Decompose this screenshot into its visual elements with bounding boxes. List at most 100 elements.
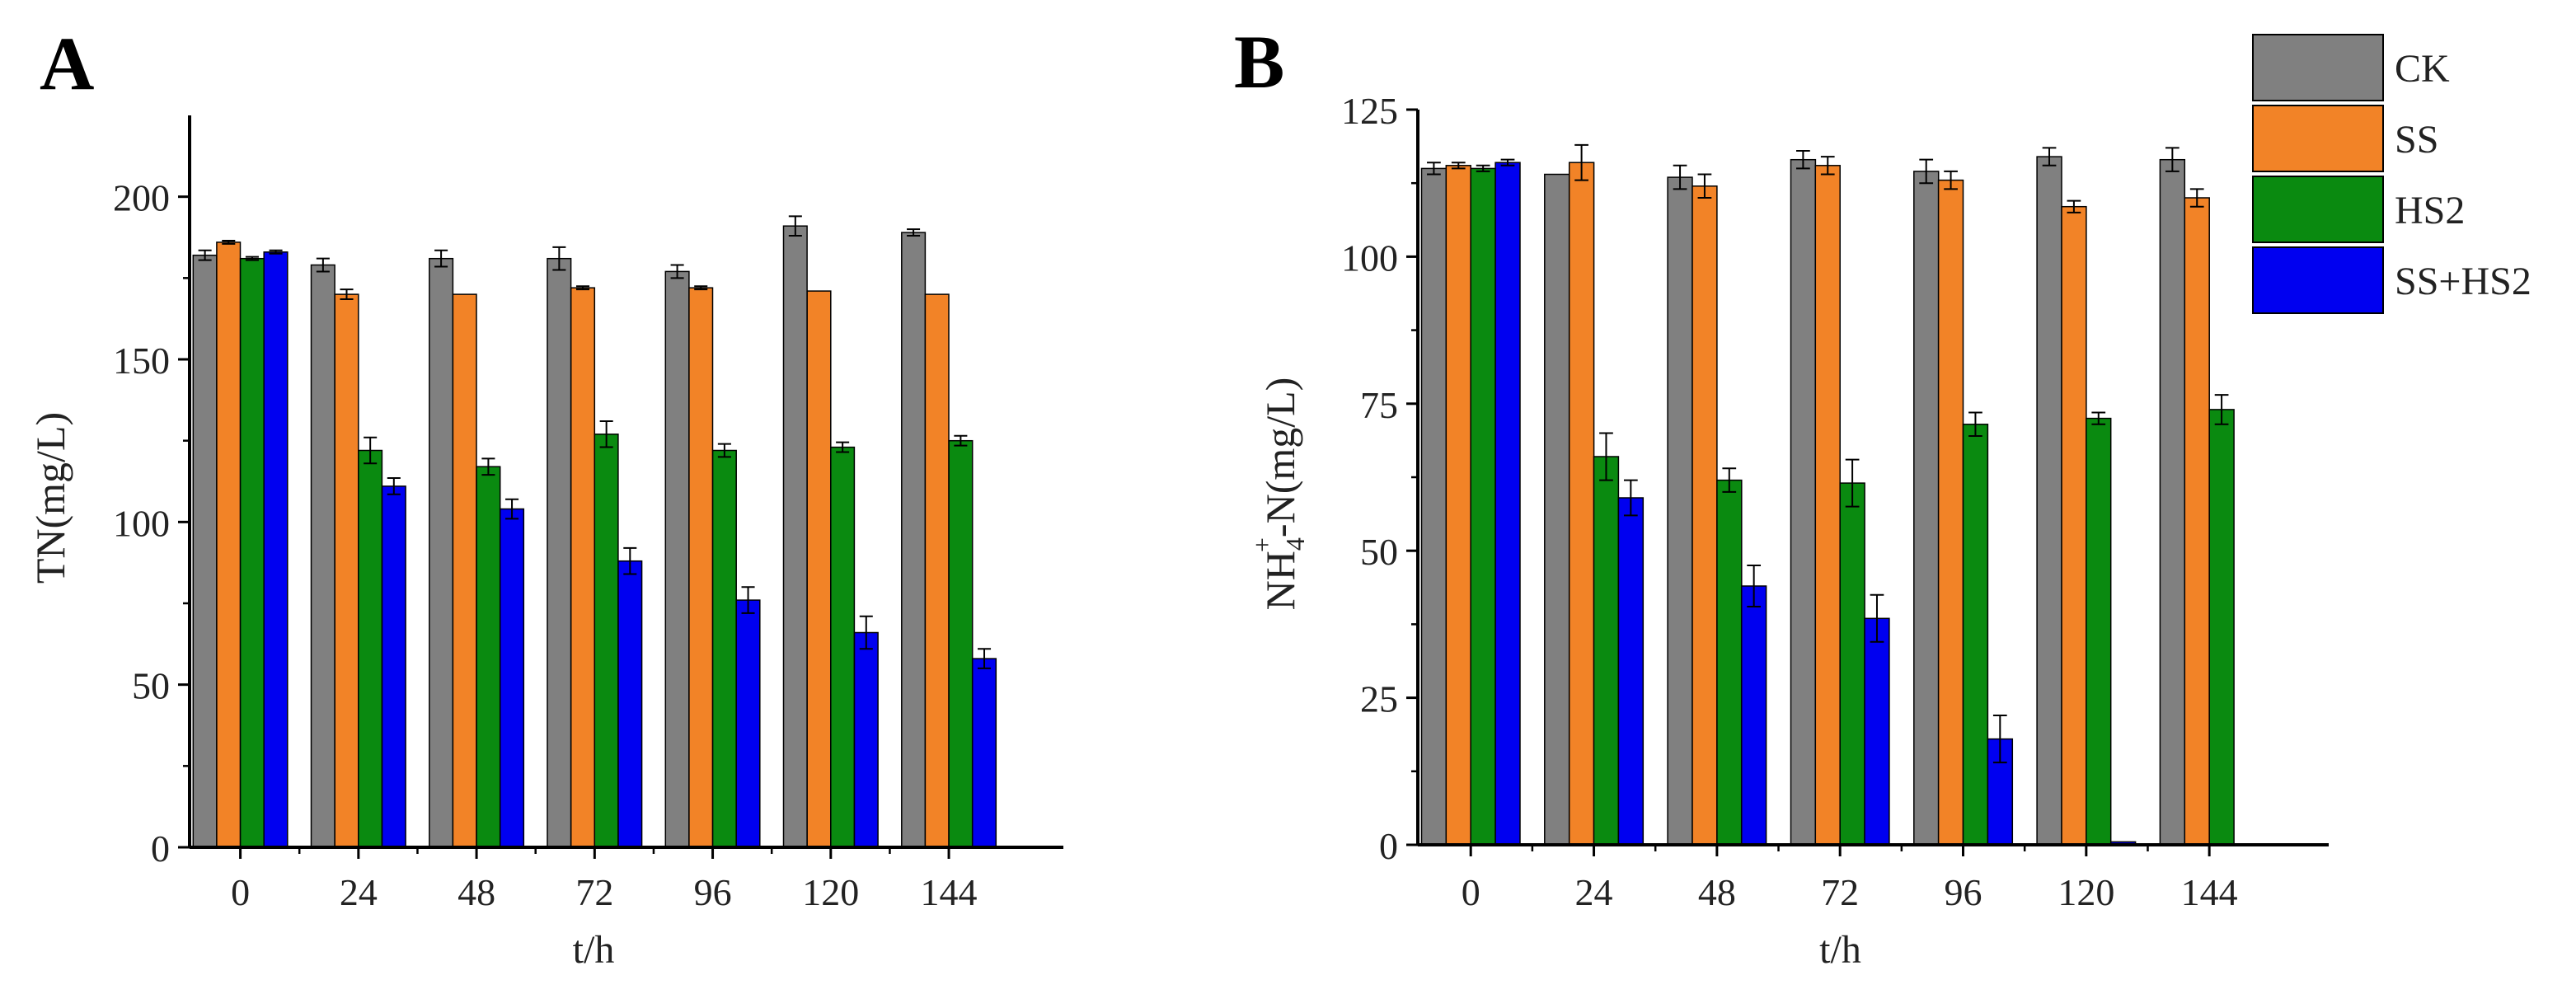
y-tick-label-125: 125	[1341, 90, 1398, 132]
x-tick-label-120: 120	[802, 871, 859, 913]
bar-ck-120	[782, 225, 808, 848]
x-axis-title: t/h	[573, 928, 615, 972]
bar-hs2-144	[948, 439, 974, 848]
bar-hs2-24	[1593, 456, 1620, 846]
bar-ss-hs2-24	[1617, 497, 1645, 846]
x-tick-label-24: 24	[1575, 871, 1613, 913]
bar-ss-96	[688, 287, 714, 848]
bar-ck-72	[1790, 158, 1817, 846]
bar-hs2-120	[2086, 417, 2112, 846]
error-bar-ck-144	[2165, 147, 2180, 172]
bar-hs2-96	[711, 449, 737, 848]
bar-ss-hs2-120	[853, 631, 879, 848]
bar-ss-144	[2184, 197, 2210, 846]
y-tick-label-50: 50	[1360, 531, 1398, 573]
legend: CK SS HS2 SS+HS2	[2252, 34, 2531, 314]
bar-ss-144	[924, 293, 950, 848]
y-tick-label-0: 0	[1379, 825, 1398, 867]
error-bar-hs2-24	[1599, 432, 1613, 481]
bar-hs2-72	[594, 434, 619, 848]
bar-ss-120	[806, 290, 832, 848]
error-bar-ck-120	[2042, 147, 2057, 166]
error-bar-hs2-24	[364, 436, 378, 465]
error-bar-hs2-120	[2091, 411, 2106, 425]
y-tick-label-0: 0	[151, 828, 170, 870]
y-tick-label-25: 25	[1360, 678, 1398, 720]
error-bar-ck-144	[907, 228, 921, 237]
error-bar-ck-0	[198, 249, 212, 261]
error-bar-hs2-96	[717, 443, 731, 458]
bar-ck-48	[1667, 176, 1693, 846]
x-tick-label-96: 96	[694, 871, 732, 913]
legend-label-ss: SS	[2395, 118, 2438, 162]
bar-ck-0	[1420, 167, 1448, 846]
error-bar-ss-24	[340, 288, 354, 300]
x-tick-label-48: 48	[1698, 871, 1736, 913]
error-bar-ss-hs2-24	[387, 477, 401, 495]
bar-hs2-0	[1470, 167, 1496, 846]
x-tick-label-144: 144	[921, 871, 978, 913]
x-tick-label-96: 96	[1945, 871, 1982, 913]
bar-ss-hs2-0	[263, 251, 289, 848]
y-tick-label-100: 100	[113, 502, 170, 544]
error-bar-ss-hs2-72	[1870, 593, 1884, 643]
bar-ss-96	[1937, 179, 1964, 846]
error-bar-ck-48	[434, 249, 448, 268]
bar-ck-0	[192, 254, 218, 848]
bar-ck-72	[547, 257, 572, 848]
x-tick-label-72: 72	[1821, 871, 1859, 913]
error-bar-hs2-72	[1845, 458, 1860, 508]
bar-hs2-24	[358, 449, 383, 848]
x-axis-title: t/h	[1819, 928, 1861, 972]
bar-ss-0	[216, 241, 242, 848]
x-tick-label-72: 72	[575, 871, 613, 913]
bar-ck-24	[310, 264, 335, 848]
y-axis-title-sub: 4	[1280, 537, 1310, 551]
error-bar-ss-120	[2067, 199, 2081, 213]
y-tick-label-75: 75	[1360, 384, 1398, 426]
y-axis-title: NH4+-N(mg/L)	[1247, 377, 1310, 611]
bar-ss-hs2-0	[1494, 162, 1521, 846]
error-bar-ss-hs2-72	[623, 546, 637, 575]
bar-ss-hs2-72	[1864, 617, 1890, 846]
error-bar-hs2-0	[245, 256, 259, 261]
panel-a-chart: 0 50 100 150 200 0 24 48 72 96 120 144 t/h TN(mg/L) A	[27, 21, 1063, 972]
error-bar-ck-72	[552, 246, 566, 271]
error-bar-hs2-48	[481, 457, 495, 476]
y-tick-label-150: 150	[113, 340, 170, 382]
error-bar-ss-48	[1697, 173, 1712, 199]
bar-ss-72	[570, 287, 596, 848]
bar-ck-144	[2159, 158, 2186, 846]
panel-label-b: B	[1234, 20, 1284, 104]
error-bar-hs2-96	[1968, 411, 1982, 438]
error-bar-ss-hs2-0	[1500, 158, 1515, 166]
bar-ss-hs2-48	[1740, 585, 1767, 846]
bar-ss-48	[1692, 185, 1718, 846]
x-tick-label-144: 144	[2181, 871, 2238, 913]
legend-label-ss-hs2: SS+HS2	[2395, 260, 2531, 303]
x-tick-label-48: 48	[457, 871, 495, 913]
error-bar-ss-hs2-120	[859, 615, 873, 650]
error-bar-ss-24	[1574, 143, 1588, 181]
x-tick-label-120: 120	[2058, 871, 2114, 913]
bar-ss-hs2-96	[735, 599, 761, 848]
y-axis-title-sup: +	[1247, 537, 1277, 552]
y-axis-title-rest: -N(mg/L)	[1257, 377, 1303, 537]
bar-hs2-72	[1839, 482, 1865, 846]
error-bar-ss-hs2-48	[1747, 565, 1762, 607]
error-bar-ss-hs2-144	[978, 648, 992, 669]
x-tick-label-0: 0	[1462, 871, 1480, 913]
bar-hs2-48	[476, 466, 501, 848]
y-tick-label-50: 50	[132, 665, 170, 707]
legend-label-hs2: HS2	[2395, 189, 2465, 232]
bar-ck-120	[2036, 156, 2062, 846]
bar-hs2-120	[830, 446, 856, 848]
error-bar-ss-hs2-24	[1623, 479, 1638, 517]
bar-ss-hs2-48	[499, 508, 525, 848]
legend-label-ck: CK	[2395, 47, 2450, 91]
bar-ck-96	[664, 270, 690, 848]
error-bar-ss-hs2-48	[505, 498, 519, 520]
bar-ss-72	[1814, 165, 1841, 846]
bar-ss-hs2-144	[971, 658, 997, 848]
error-bar-hs2-72	[599, 420, 613, 448]
